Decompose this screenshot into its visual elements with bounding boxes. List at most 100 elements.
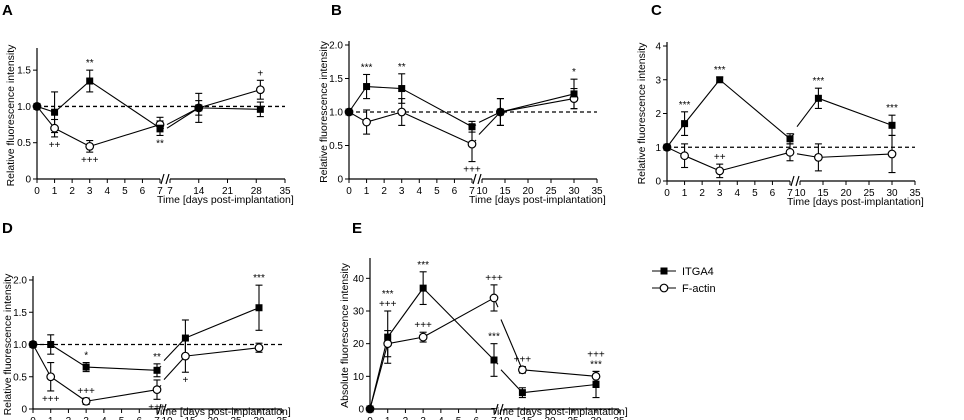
- itga4-line: [401, 88, 473, 128]
- f-actin-line: [366, 111, 402, 123]
- itga4-point: [518, 389, 526, 397]
- x-axis-title: Time [days post-implantation]: [154, 406, 291, 418]
- itga4-line: [684, 79, 721, 124]
- itga4-point: [681, 120, 689, 128]
- itga4-line: [54, 80, 91, 113]
- x-axis-title: Time [days post-implantation]: [157, 194, 294, 206]
- x-tick-label: 30: [590, 416, 602, 420]
- significance-label: +++: [414, 320, 432, 331]
- x-tick-label: 10: [794, 188, 806, 199]
- f-actin-point: [50, 123, 59, 133]
- y-tick-label: 1.5: [329, 74, 343, 85]
- x-tick-label: 6: [140, 186, 146, 197]
- x-tick-label: 3: [717, 188, 723, 199]
- significance-label: ***: [488, 332, 500, 343]
- x-tick-label: 2: [699, 188, 705, 199]
- significance-label: ***: [361, 62, 373, 73]
- x-tick-label: 5: [752, 188, 758, 199]
- x-tick-label: 3: [399, 186, 405, 197]
- f-actin-point: [591, 371, 601, 381]
- y-tick-label: 0.5: [13, 372, 27, 383]
- x-tick-label: 7: [167, 186, 173, 197]
- x-tick-label: 4: [417, 186, 423, 197]
- x-tick-label: 35: [613, 416, 625, 420]
- x-tick-label: 15: [499, 186, 511, 197]
- itga4-point: [153, 366, 161, 374]
- x-tick-label: 1: [52, 186, 58, 197]
- significance-label: **: [153, 352, 161, 363]
- f-actin-point: [46, 372, 56, 382]
- x-tick-label: 3: [420, 416, 426, 420]
- f-actin-point: [489, 293, 499, 303]
- x-tick-label: 10: [476, 186, 488, 197]
- f-actin-line: [163, 355, 186, 380]
- x-tick-label: 35: [909, 188, 921, 199]
- f-actin-point: [180, 351, 190, 361]
- f-actin-line: [32, 344, 52, 378]
- y-axis-title: Relative fluorescence intensity: [2, 273, 14, 416]
- f-actin-point: [397, 107, 407, 117]
- y-tick-label: 2: [655, 109, 661, 120]
- x-tick-label: 25: [230, 416, 242, 420]
- significance-label: ***: [253, 273, 265, 284]
- x-tick-label: 15: [817, 188, 829, 199]
- axis-break-mark: [790, 175, 795, 187]
- x-tick-label: 0: [34, 186, 40, 197]
- significance-label: ***: [886, 103, 898, 114]
- significance-label: +: [182, 375, 188, 386]
- significance-label: +++: [148, 402, 166, 413]
- f-actin-point: [254, 343, 264, 353]
- panel-letter: A: [2, 2, 13, 19]
- significance-label: +++: [379, 299, 397, 310]
- f-actin-line: [50, 376, 87, 402]
- x-tick-label: 5: [122, 186, 128, 197]
- x-tick-label: 0: [367, 416, 373, 420]
- x-tick-label: 10: [498, 416, 510, 420]
- f-actin-point: [418, 332, 428, 342]
- y-tick-label: 4: [655, 42, 661, 53]
- itga4-line: [366, 85, 402, 90]
- f-actin-point: [715, 166, 725, 176]
- x-tick-label: 7: [491, 416, 497, 420]
- f-actin-point: [680, 151, 689, 161]
- x-tick-label: 1: [364, 186, 370, 197]
- x-tick-label: 5: [434, 186, 440, 197]
- itga4-point: [181, 334, 189, 342]
- axis-break-mark: [494, 403, 499, 415]
- legend-marker: [659, 283, 669, 293]
- itga4-point: [663, 143, 671, 151]
- itga4-line: [50, 344, 87, 368]
- x-tick-label: 25: [863, 188, 875, 199]
- legend: ITGA4 F-actin: [652, 266, 716, 295]
- f-actin-line: [369, 343, 389, 410]
- y-tick-label: 0: [655, 177, 661, 188]
- x-tick-label: 2: [69, 186, 75, 197]
- y-axis-title: Relative fluorescence intensity: [636, 42, 648, 185]
- itga4-point: [82, 363, 90, 371]
- y-tick-label: 3: [655, 75, 661, 86]
- x-tick-label: 4: [105, 186, 111, 197]
- y-tick-label: 10: [353, 372, 365, 383]
- f-actin-line: [500, 319, 523, 371]
- itga4-point: [195, 104, 203, 112]
- significance-label: **: [156, 138, 164, 149]
- itga4-point: [345, 108, 353, 116]
- x-tick-label: 21: [222, 186, 234, 197]
- f-actin-point: [362, 117, 371, 127]
- significance-label: +++: [463, 165, 481, 176]
- f-actin-line: [684, 155, 720, 172]
- itga4-point: [419, 284, 427, 292]
- f-actin-point: [467, 139, 477, 149]
- significance-label: ***: [590, 359, 602, 370]
- f-actin-line: [387, 336, 424, 345]
- x-tick-label: 6: [770, 188, 776, 199]
- x-tick-label: 35: [276, 416, 288, 420]
- x-tick-label: 6: [452, 186, 458, 197]
- x-tick-label: 10: [161, 416, 173, 420]
- f-actin-line: [422, 297, 495, 338]
- axis-break-mark: [477, 173, 482, 185]
- x-tick-label: 7: [469, 186, 475, 197]
